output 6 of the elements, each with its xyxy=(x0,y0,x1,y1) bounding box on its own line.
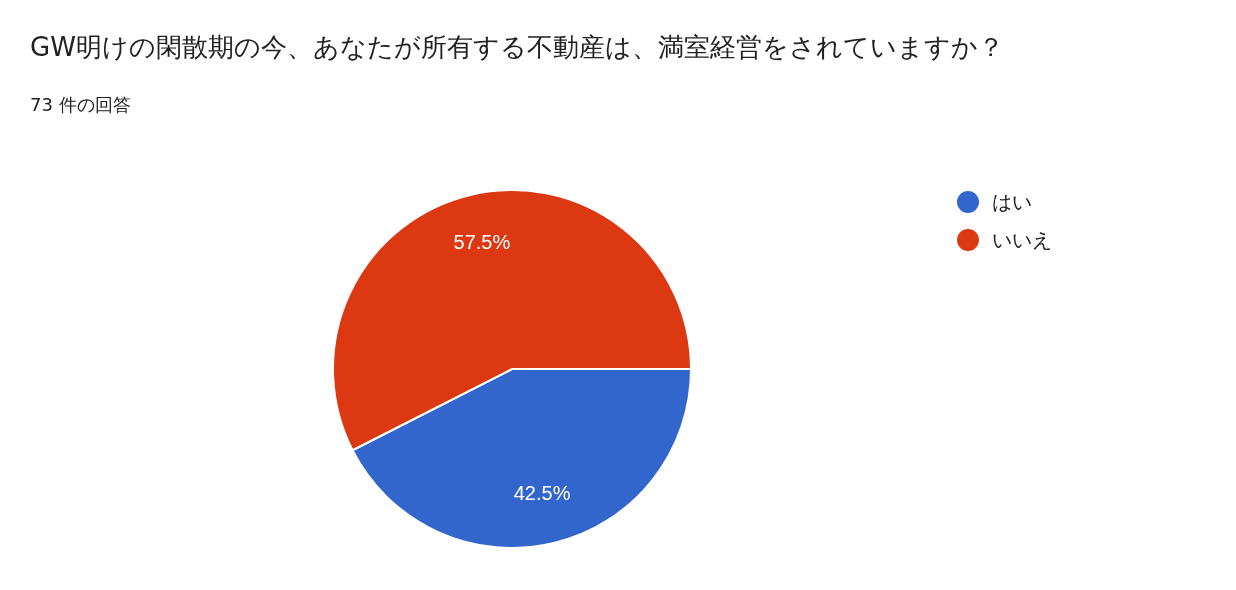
data-label: 57.5% xyxy=(453,231,511,254)
chart-title: GW明けの閑散期の今、あなたが所有する不動産は、満室経営をされていますか？ xyxy=(30,31,1004,64)
data-label: 42.5% xyxy=(513,481,571,504)
legend-label: いいえ xyxy=(992,226,1052,254)
legend-label: はい xyxy=(992,188,1032,216)
text: 73 件の回答 xyxy=(30,93,131,117)
